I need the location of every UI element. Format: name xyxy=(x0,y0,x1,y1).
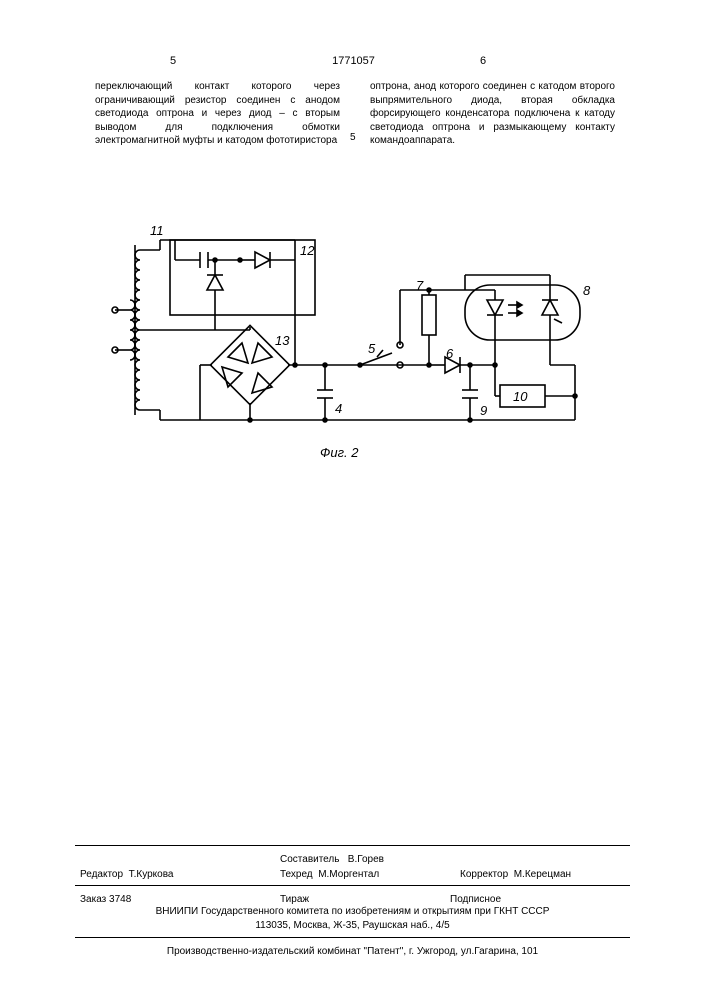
label-12: 12 xyxy=(300,243,315,258)
corrector-name: М.Керецман xyxy=(514,869,571,880)
label-11: 11 xyxy=(150,223,164,238)
text-column-left: переключающий контакт которого через огр… xyxy=(95,80,340,148)
editor-credit: Редактор Т.Куркова xyxy=(80,867,173,882)
figure-caption: Фиг. 2 xyxy=(320,445,358,460)
document-number: 1771057 xyxy=(332,55,375,67)
corrector-credit: Корректор М.Керецман xyxy=(460,867,571,882)
divider-top xyxy=(75,845,630,846)
label-5: 5 xyxy=(368,341,376,356)
compiler-label: Составитель xyxy=(280,854,339,865)
line-number-marker: 5 xyxy=(350,132,356,143)
divider-mid1 xyxy=(75,885,630,886)
publisher-org: ВНИИПИ Государственного комитета по изоб… xyxy=(75,905,630,933)
divider-mid2 xyxy=(75,937,630,938)
page-number-right: 6 xyxy=(480,55,486,67)
label-9: 9 xyxy=(480,403,487,418)
text-column-right: оптрона, анод которого соединен с катодо… xyxy=(370,80,615,148)
label-10: 10 xyxy=(513,389,528,404)
page-number-left: 5 xyxy=(170,55,176,67)
org-address-1: 113035, Москва, Ж-35, Раушская наб., 4/5 xyxy=(75,919,630,933)
corrector-label: Корректор xyxy=(460,869,508,880)
label-7: 7 xyxy=(416,278,424,293)
label-4: 4 xyxy=(335,401,342,416)
compiler-credit: Составитель В.Горев xyxy=(280,852,384,867)
label-8: 8 xyxy=(583,283,591,298)
label-13: 13 xyxy=(275,333,290,348)
printer-org: Производственно-издательский комбинат "П… xyxy=(75,945,630,959)
editor-name: Т.Куркова xyxy=(129,869,174,880)
compiler-name: В.Горев xyxy=(348,854,384,865)
circuit-diagram: 11 12 13 4 5 6 7 8 9 10 xyxy=(100,215,620,460)
techred-credit: Техред М.Моргентал xyxy=(280,867,379,882)
org-line-1: ВНИИПИ Государственного комитета по изоб… xyxy=(75,905,630,919)
editor-label: Редактор xyxy=(80,869,123,880)
label-6: 6 xyxy=(446,346,454,361)
techred-name: М.Моргентал xyxy=(318,869,379,880)
techred-label: Техред xyxy=(280,869,313,880)
